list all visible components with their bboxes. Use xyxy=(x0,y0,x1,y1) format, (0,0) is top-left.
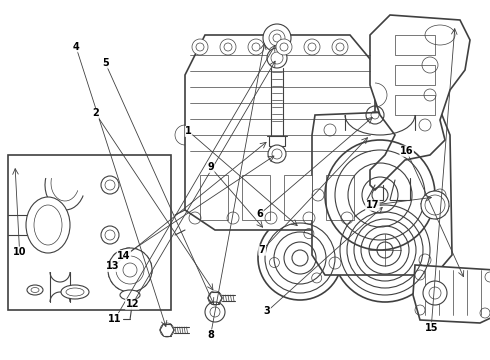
Bar xyxy=(8,155,171,310)
Circle shape xyxy=(268,145,286,163)
Circle shape xyxy=(108,248,152,292)
Circle shape xyxy=(101,226,119,244)
Ellipse shape xyxy=(61,285,89,299)
Ellipse shape xyxy=(26,197,70,253)
Text: 16: 16 xyxy=(400,146,414,156)
Circle shape xyxy=(332,39,348,55)
Text: 14: 14 xyxy=(117,251,131,261)
Polygon shape xyxy=(312,110,452,275)
Bar xyxy=(395,65,435,85)
Bar xyxy=(395,95,435,115)
Circle shape xyxy=(205,302,225,322)
Circle shape xyxy=(263,24,291,52)
Circle shape xyxy=(423,281,447,305)
Circle shape xyxy=(333,198,437,302)
Circle shape xyxy=(220,39,236,55)
Bar xyxy=(326,175,354,220)
Ellipse shape xyxy=(120,290,140,300)
Text: 13: 13 xyxy=(106,261,120,271)
Text: 15: 15 xyxy=(424,323,438,333)
Text: 10: 10 xyxy=(13,247,26,257)
Text: 4: 4 xyxy=(73,42,79,52)
Text: 11: 11 xyxy=(108,314,122,324)
Circle shape xyxy=(258,216,342,300)
Text: 8: 8 xyxy=(207,330,214,340)
Polygon shape xyxy=(185,35,375,230)
Circle shape xyxy=(421,191,449,219)
Bar xyxy=(200,175,228,220)
Ellipse shape xyxy=(27,285,43,295)
Text: 7: 7 xyxy=(259,245,266,255)
Circle shape xyxy=(276,39,292,55)
Polygon shape xyxy=(370,15,470,190)
Polygon shape xyxy=(413,265,490,323)
Bar xyxy=(269,136,285,146)
Text: 1: 1 xyxy=(185,126,192,136)
Text: 5: 5 xyxy=(102,58,109,68)
Circle shape xyxy=(192,39,208,55)
Text: 12: 12 xyxy=(125,299,139,309)
Circle shape xyxy=(101,176,119,194)
Text: 17: 17 xyxy=(366,200,379,210)
Circle shape xyxy=(267,48,287,68)
Bar xyxy=(242,175,270,220)
Bar xyxy=(284,175,312,220)
Text: 6: 6 xyxy=(256,209,263,219)
Circle shape xyxy=(248,39,264,55)
Circle shape xyxy=(304,39,320,55)
Text: 2: 2 xyxy=(92,108,99,118)
Text: 9: 9 xyxy=(207,162,214,172)
Bar xyxy=(395,35,435,55)
Text: 3: 3 xyxy=(264,306,270,316)
